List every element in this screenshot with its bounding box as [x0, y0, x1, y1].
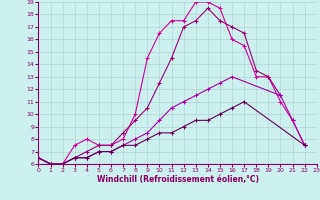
X-axis label: Windchill (Refroidissement éolien,°C): Windchill (Refroidissement éolien,°C) — [97, 175, 259, 184]
